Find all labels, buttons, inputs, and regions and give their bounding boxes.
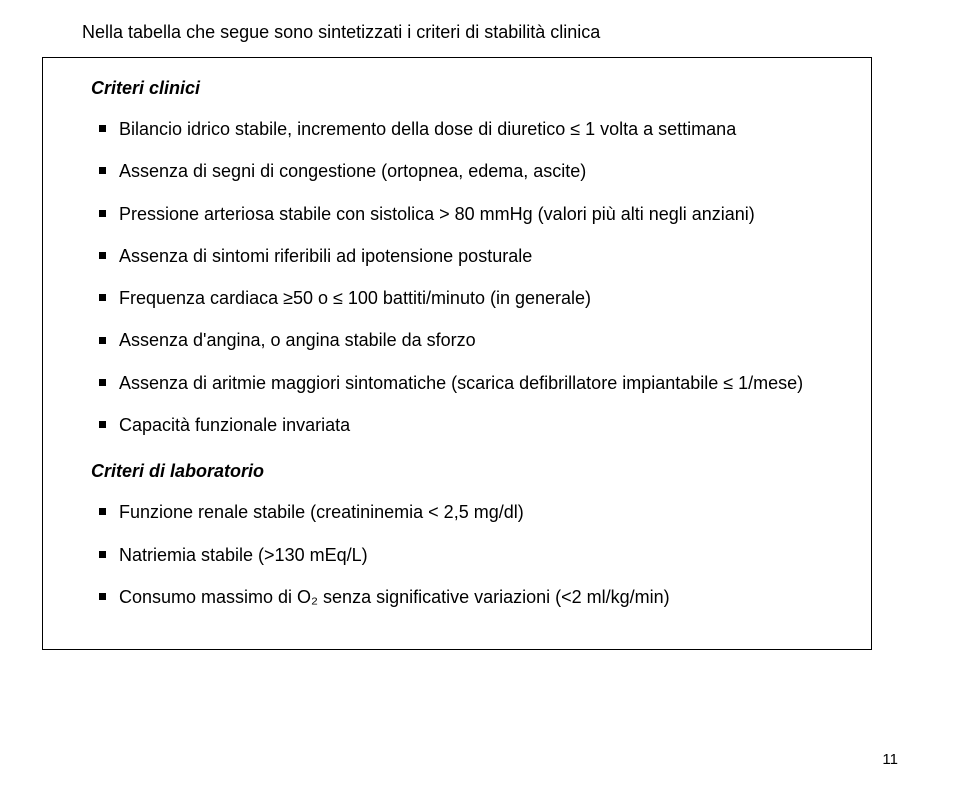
criteria-item: Assenza di segni di congestione (ortopne… [91,159,823,183]
criteria-item: Assenza di aritmie maggiori sintomatiche… [91,371,823,395]
criteria-item: Pressione arteriosa stabile con sistolic… [91,202,823,226]
criteria-item: Frequenza cardiaca ≥50 o ≤ 100 battiti/m… [91,286,823,310]
criteria-item: Natriemia stabile (>130 mEq/L) [91,543,823,567]
page-number: 11 [882,751,898,768]
criteria-item: Consumo massimo di O₂ senza significativ… [91,585,823,609]
clinical-criteria-list: Bilancio idrico stabile, incremento dell… [91,117,823,437]
criteria-item: Bilancio idrico stabile, incremento dell… [91,117,823,141]
criteria-item: Assenza d'angina, o angina stabile da sf… [91,328,823,352]
clinical-criteria-title: Criteri clinici [91,78,823,99]
document-page: Nella tabella che segue sono sintetizzat… [0,0,960,786]
intro-text: Nella tabella che segue sono sintetizzat… [82,22,900,43]
criteria-item: Funzione renale stabile (creatininemia <… [91,500,823,524]
criteria-box: Criteri clinici Bilancio idrico stabile,… [42,57,872,650]
criteria-item: Capacità funzionale invariata [91,413,823,437]
lab-criteria-title: Criteri di laboratorio [91,461,823,482]
criteria-item: Assenza di sintomi riferibili ad ipotens… [91,244,823,268]
lab-criteria-list: Funzione renale stabile (creatininemia <… [91,500,823,609]
